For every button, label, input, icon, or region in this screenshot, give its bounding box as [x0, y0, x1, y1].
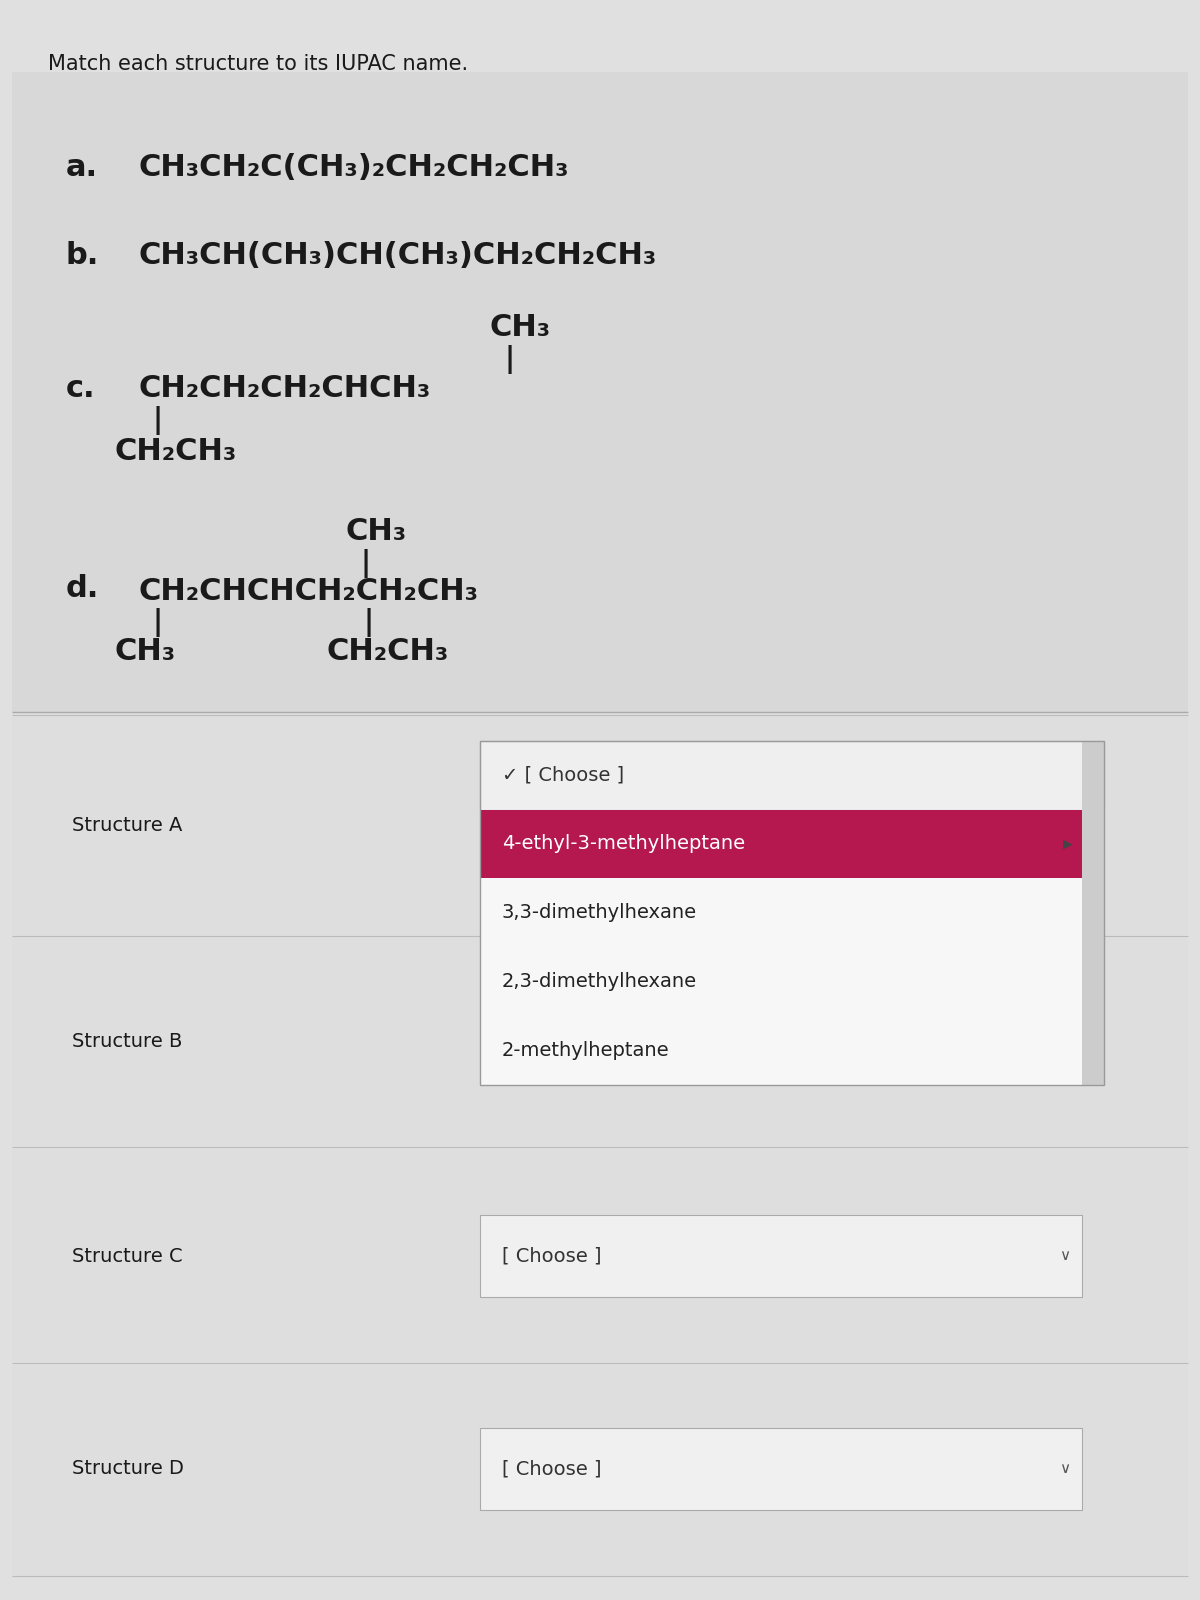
- Text: Structure A: Structure A: [72, 816, 182, 835]
- Text: Match each structure to its IUPAC name.: Match each structure to its IUPAC name.: [48, 54, 468, 74]
- FancyBboxPatch shape: [480, 878, 1082, 947]
- Text: Structure B: Structure B: [72, 1032, 182, 1051]
- Text: 4-ethyl-3-methylheptane: 4-ethyl-3-methylheptane: [502, 835, 745, 853]
- Text: CH₃: CH₃: [114, 637, 175, 666]
- Text: CH₃CH₂C(CH₃)₂CH₂CH₂CH₃: CH₃CH₂C(CH₃)₂CH₂CH₂CH₃: [138, 154, 569, 182]
- FancyBboxPatch shape: [480, 741, 1104, 810]
- Text: CH₃: CH₃: [346, 517, 407, 546]
- Text: CH₂CH₃: CH₂CH₃: [326, 637, 449, 666]
- Text: d.: d.: [66, 574, 100, 603]
- Text: CH₂CHCHCH₂CH₂CH₃: CH₂CHCHCH₂CH₂CH₃: [138, 578, 478, 606]
- FancyBboxPatch shape: [480, 1214, 1082, 1298]
- Text: 2-methylheptane: 2-methylheptane: [502, 1042, 670, 1059]
- Text: CH₂CH₃: CH₂CH₃: [114, 437, 236, 466]
- Text: ∨: ∨: [1060, 1248, 1070, 1264]
- FancyBboxPatch shape: [480, 947, 1082, 1016]
- FancyBboxPatch shape: [480, 1427, 1082, 1510]
- Text: c.: c.: [66, 374, 96, 403]
- FancyBboxPatch shape: [12, 1147, 1188, 1363]
- FancyBboxPatch shape: [480, 1016, 1082, 1085]
- Text: 3,3-dimethylhexane: 3,3-dimethylhexane: [502, 904, 697, 922]
- FancyBboxPatch shape: [12, 936, 1188, 1147]
- Text: |: |: [504, 346, 514, 374]
- Text: [ Choose ]: [ Choose ]: [502, 1459, 601, 1478]
- Text: ▶: ▶: [1063, 837, 1073, 851]
- Text: CH₃: CH₃: [490, 314, 551, 342]
- Text: Structure C: Structure C: [72, 1246, 182, 1266]
- Text: CH₂CH₂CH₂CHCH₃: CH₂CH₂CH₂CHCH₃: [138, 374, 431, 403]
- Text: |: |: [360, 549, 370, 578]
- Text: [ Choose ]: [ Choose ]: [502, 1246, 601, 1266]
- Text: ∨: ∨: [1060, 1461, 1070, 1477]
- Text: ✓ [ Choose ]: ✓ [ Choose ]: [502, 766, 624, 784]
- Text: 2,3-dimethylhexane: 2,3-dimethylhexane: [502, 973, 697, 990]
- Text: b.: b.: [66, 242, 100, 270]
- FancyBboxPatch shape: [12, 1363, 1188, 1576]
- Text: |: |: [152, 406, 162, 435]
- Text: a.: a.: [66, 154, 98, 182]
- FancyBboxPatch shape: [12, 715, 1188, 936]
- FancyBboxPatch shape: [1082, 741, 1104, 1085]
- Text: Structure D: Structure D: [72, 1459, 184, 1478]
- Text: CH₃CH(CH₃)CH(CH₃)CH₂CH₂CH₃: CH₃CH(CH₃)CH(CH₃)CH₂CH₂CH₃: [138, 242, 656, 270]
- FancyBboxPatch shape: [12, 72, 1188, 712]
- Text: |: |: [364, 608, 373, 637]
- Text: |: |: [152, 608, 162, 637]
- FancyBboxPatch shape: [480, 810, 1082, 878]
